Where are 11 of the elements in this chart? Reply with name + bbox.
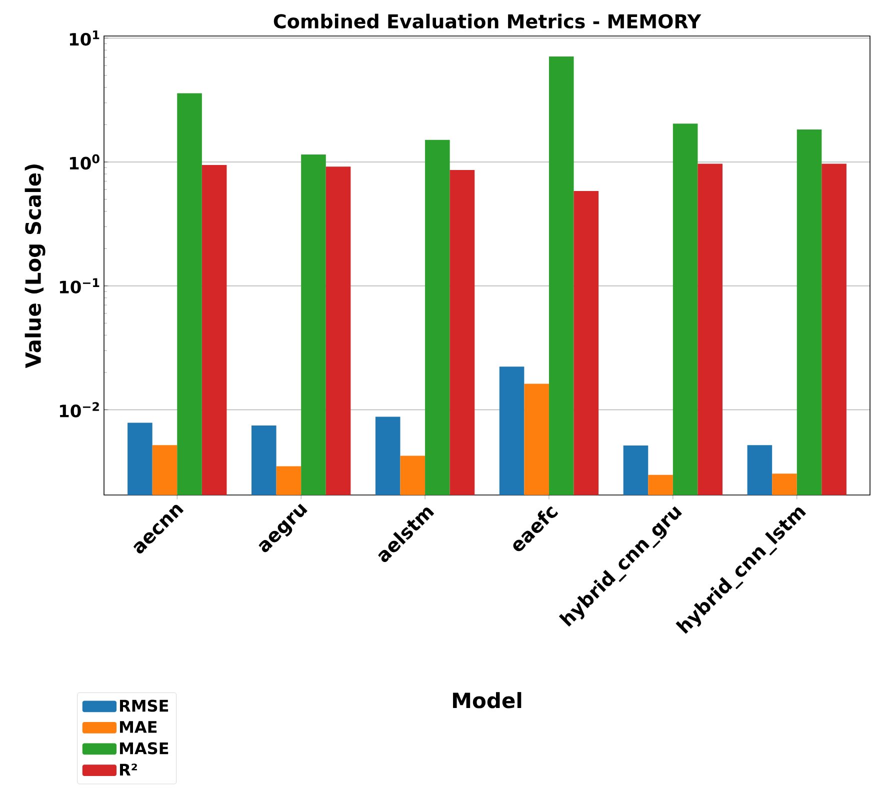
y-tick-label: 10$^{1}$ (70, 30, 100, 46)
legend-label: MAE (120, 721, 157, 733)
chart-title: Combined Evaluation Metrics - MEMORY (274, 14, 702, 28)
y-tick-label: 10$^{−1}$ (60, 278, 100, 294)
x-axis-title: Model (453, 692, 522, 708)
legend-label: R² (120, 764, 137, 776)
y-tick-label: 10$^{0}$ (70, 154, 100, 170)
y-axis-title: Value (Log Scale) (24, 164, 46, 368)
y-tick-label: 10$^{−2}$ (60, 402, 99, 418)
legend-label: MASE (120, 742, 168, 754)
legend-label: RMSE (120, 700, 168, 712)
